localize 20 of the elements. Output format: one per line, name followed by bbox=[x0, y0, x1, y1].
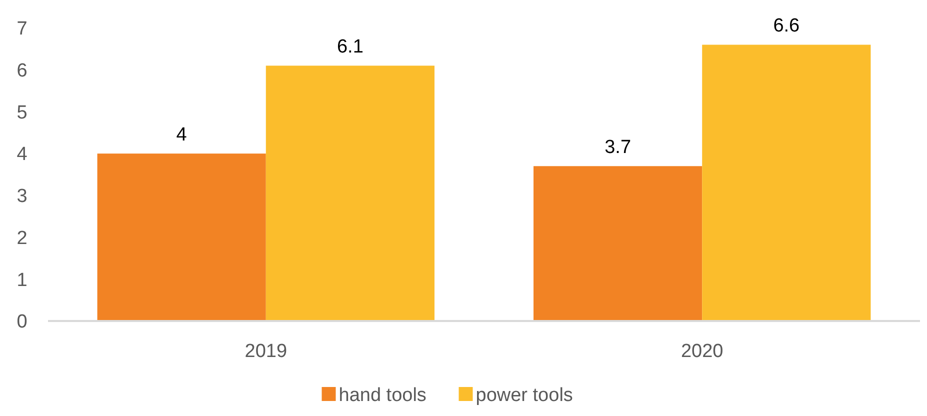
bar bbox=[702, 44, 871, 321]
bar bbox=[97, 154, 266, 321]
y-tick-label: 1 bbox=[16, 270, 28, 291]
y-tick-label: 5 bbox=[16, 102, 28, 124]
data-label: 3.7 bbox=[604, 137, 632, 158]
legend-label: hand tools bbox=[338, 385, 426, 406]
y-tick-label: 4 bbox=[16, 144, 28, 166]
y-tick-label: 2 bbox=[16, 228, 28, 249]
y-tick-label: 0 bbox=[16, 312, 28, 333]
data-label: 6.1 bbox=[336, 36, 364, 58]
bar bbox=[266, 66, 434, 321]
data-label: 6.6 bbox=[773, 16, 800, 37]
y-tick-label: 3 bbox=[16, 186, 28, 208]
y-tick-label: 7 bbox=[16, 18, 28, 40]
data-label: 4 bbox=[176, 124, 188, 146]
x-tick-label: 2019 bbox=[244, 341, 288, 362]
bar bbox=[534, 166, 702, 321]
y-tick-label: 6 bbox=[16, 60, 28, 82]
legend-label: power tools bbox=[476, 385, 573, 406]
x-tick-label: 2020 bbox=[680, 341, 724, 362]
